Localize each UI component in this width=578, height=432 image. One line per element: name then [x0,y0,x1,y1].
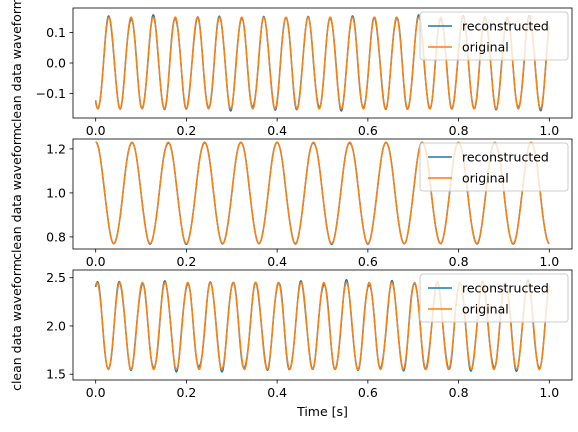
x-axis-label: Time [s] [296,404,348,419]
y-axis-label: clean data waveform [9,128,24,260]
subplot-2: 0.0 0.2 0.4 0.6 0.8 1.0 0.8 1.0 1.2 clean data wa… [9,128,573,269]
x-tick-label: 0.4 [267,254,287,269]
x-tick-label: 0.2 [176,385,196,400]
subplot-1: 0.0 0.2 0.4 0.6 0.8 1.0 −0.1 0.0 0.1 clean data w… [9,0,573,138]
y-axis-label: clean data waveform [9,0,24,129]
y-tick-label: 0.8 [46,229,66,244]
legend: reconstructed original [419,273,569,323]
legend: reconstructed original [419,11,569,61]
x-tick-label: 0.8 [449,254,469,269]
x-tick-label: 0.8 [449,385,469,400]
x-tick-label: 0.0 [86,254,106,269]
legend-label-original: original [462,302,509,317]
x-tick-label: 0.6 [358,123,378,138]
series-line-original [94,281,551,371]
subplot-3: 0.0 0.2 0.4 0.6 0.8 1.0 1.5 2.0 2.5 clean data wa… [9,259,573,419]
x-tick-label: 0.0 [86,385,106,400]
y-tick-label: 0.1 [46,25,66,40]
y-tick-label: 1.2 [46,141,66,156]
legend-box [419,142,569,192]
legend-label-reconstructed: reconstructed [462,281,549,296]
legend-box [419,11,569,61]
x-tick-label: 1.0 [539,254,559,269]
y-tick-label: −0.1 [36,86,66,101]
x-tick-label: 0.4 [267,385,287,400]
legend: reconstructed original [419,142,569,192]
y-tick-label: 1.5 [46,367,66,382]
x-tick-label: 0.6 [358,254,378,269]
legend-label-original: original [462,40,509,55]
y-tick-label: 1.0 [46,185,66,200]
legend-label-reconstructed: reconstructed [462,19,549,34]
y-tick-label: 0.0 [46,56,66,71]
x-tick-label: 1.0 [539,385,559,400]
x-tick-label: 0.4 [267,123,287,138]
legend-box [419,273,569,323]
y-axis-label: clean data waveform [9,259,24,391]
x-tick-label: 0.8 [449,123,469,138]
axes-frame [72,269,573,381]
x-tick-label: 0.6 [358,385,378,400]
axes-frame [72,138,573,250]
x-tick-label: 0.0 [86,123,106,138]
x-tick-label: 1.0 [539,123,559,138]
legend-label-original: original [462,171,509,186]
x-tick-label: 0.2 [176,254,196,269]
series-line-original [94,16,551,110]
legend-label-reconstructed: reconstructed [462,150,549,165]
y-tick-label: 2.0 [46,318,66,333]
y-tick-label: 2.5 [46,270,66,285]
series-line-original [95,141,550,245]
x-tick-label: 0.2 [176,123,196,138]
